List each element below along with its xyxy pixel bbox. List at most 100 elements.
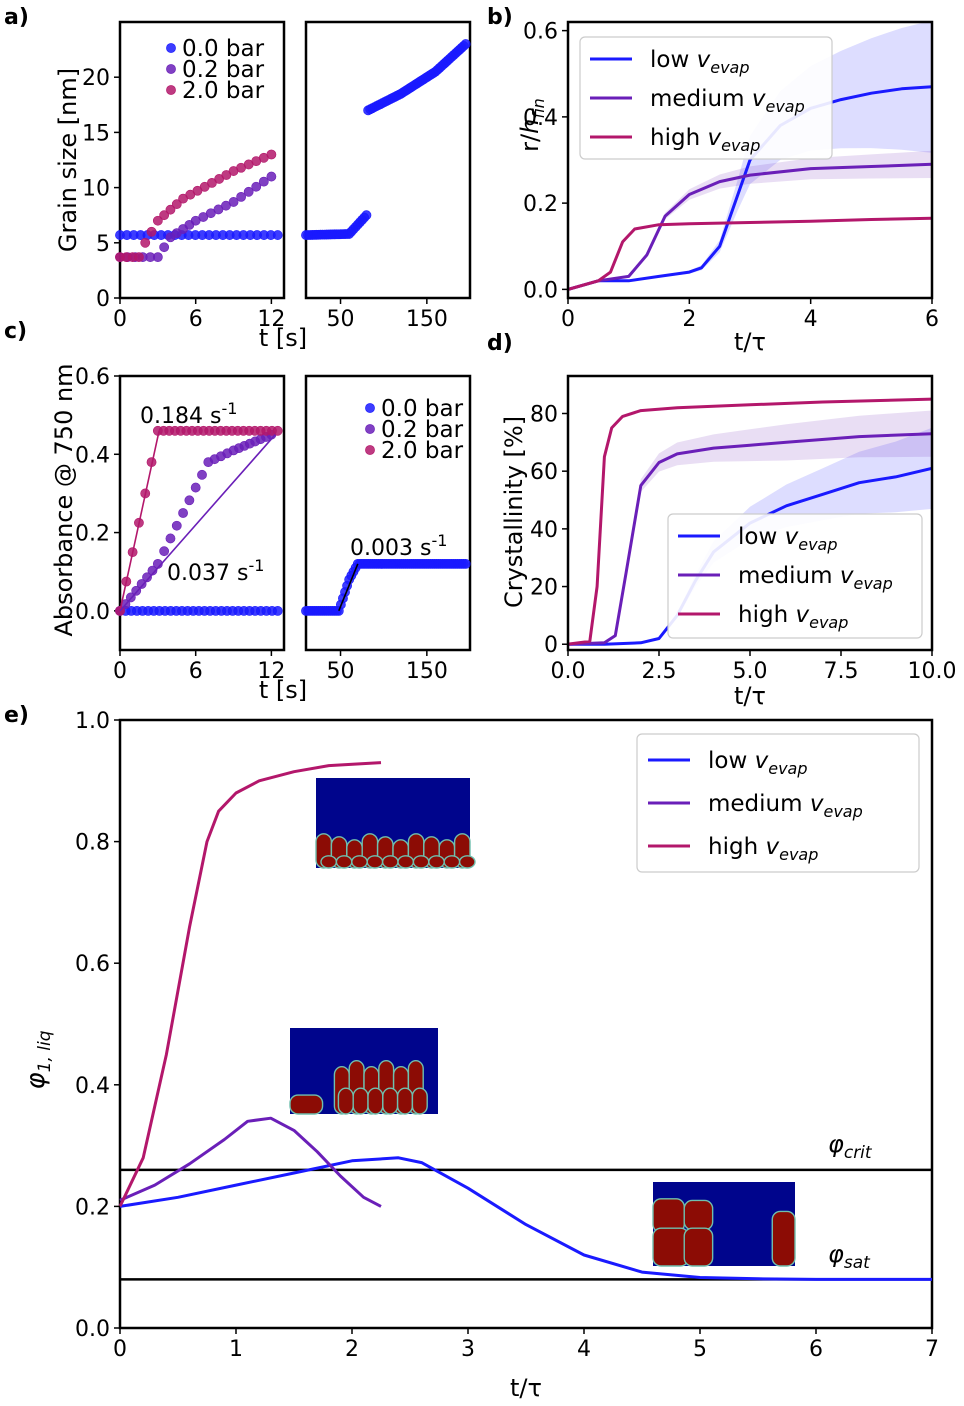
grain	[289, 1094, 324, 1115]
threshold-label: φcrit	[828, 1130, 873, 1163]
legend-marker	[166, 64, 176, 74]
legend-entry-label: medium vevap	[650, 86, 805, 116]
panel-a-xtick-left-label: 12	[257, 307, 285, 332]
legend-v: v	[752, 86, 766, 112]
axis-label-y: Crystallinity [%]	[500, 416, 528, 608]
panel-e-xtick-label: 5	[693, 1337, 707, 1362]
panel-label-c: c)	[4, 319, 27, 344]
legend-sub: evap	[798, 535, 837, 554]
panel-label-d: d)	[487, 331, 513, 356]
panel-c-xtick-left-label: 6	[189, 659, 203, 684]
panel-c-xtick-right-label: 150	[406, 659, 448, 684]
legend-entry-label: low vevap	[708, 748, 808, 778]
point-0.2bar	[236, 191, 247, 202]
panel-c-ytick-label: 0.4	[75, 443, 110, 468]
axis-label-x: t [s]	[259, 676, 307, 704]
point-0.2bar	[178, 508, 188, 518]
legend-text: high	[650, 125, 707, 151]
threshold-label: φsat	[828, 1240, 871, 1273]
panel-c-ytick-label: 0.2	[75, 522, 110, 547]
panel-a-xtick-right-label: 150	[406, 307, 448, 332]
panel-e-ytick-label: 0.2	[75, 1195, 110, 1220]
panel-b-xtick-label: 2	[682, 307, 696, 332]
series-line-medium	[568, 432, 932, 646]
point-0.2bar	[197, 469, 207, 480]
point-2.0bar	[171, 199, 182, 210]
annotation-exponent: -1	[221, 399, 237, 418]
panel-d-ytick-label: 40	[530, 518, 558, 543]
panel-c-xtick-left-label: 0	[113, 659, 127, 684]
panel-c-xtick-right-label: 50	[327, 659, 355, 684]
panel-d-ytick-label: 0	[544, 633, 558, 658]
phi-subscript: 1, liq	[35, 1030, 55, 1072]
legend-v: v	[840, 563, 854, 589]
panel-b-ytick-label: 0.0	[523, 278, 558, 303]
panel-b-axes	[566, 20, 934, 300]
panel-b-xtick-label: 0	[561, 307, 575, 332]
panel-d-ytick-label: 80	[530, 402, 558, 427]
point-2.0bar	[152, 215, 163, 226]
panel-b-ytick-label: 0.4	[523, 106, 558, 131]
point-0.0bar	[272, 230, 283, 240]
point-2.0bar	[159, 210, 170, 221]
legend-v: v	[795, 602, 809, 628]
panel-e-xtick-label: 0	[113, 1337, 127, 1362]
phi-subscript: sat	[844, 1253, 871, 1273]
grain	[771, 1210, 796, 1267]
panel-b-xtick-label: 6	[925, 307, 939, 332]
panel-a-xtick-right-label: 50	[327, 307, 355, 332]
legend-entry-label: medium vevap	[708, 791, 863, 821]
panel-e-ytick-label: 0.4	[75, 1074, 110, 1099]
point-0.2bar	[190, 482, 201, 493]
fit-line	[119, 430, 160, 612]
point-0.0bar	[460, 558, 471, 569]
ylabel-part: fin	[529, 98, 548, 118]
axis-label-x: t/τ	[734, 328, 766, 356]
legend-sub: evap	[765, 97, 804, 116]
panel-e-xtick-label: 3	[461, 1337, 475, 1362]
panel-d-ytick-label: 60	[530, 460, 558, 485]
legend-text: low	[650, 47, 697, 73]
grain	[351, 855, 368, 869]
point-0.2bar	[184, 495, 195, 506]
annotation-exponent: -1	[431, 531, 447, 550]
grain	[335, 855, 353, 869]
axis-label-x: t [s]	[259, 324, 307, 352]
legend-v: v	[810, 791, 824, 817]
annotation-value: 0.184 s	[140, 404, 221, 429]
panel-d-ytick-label: 20	[530, 576, 558, 601]
axis-label-x: t/τ	[734, 682, 766, 710]
grain	[683, 1199, 714, 1231]
panel-b-ytick-label: 0.2	[523, 192, 558, 217]
panel-label-e: e)	[4, 703, 29, 728]
legend-entry-label: low vevap	[738, 524, 838, 554]
confidence-band	[568, 410, 932, 645]
panel-b-xtick-label: 4	[804, 307, 818, 332]
panel-a-ytick-label: 15	[82, 121, 110, 146]
grain	[320, 855, 338, 869]
axis-label-y: Grain size [nm]	[54, 68, 82, 252]
point-0.2bar	[171, 520, 182, 531]
panel-a-xtick-left-label: 6	[189, 307, 203, 332]
series-line-high	[568, 216, 932, 291]
simulation-inset	[652, 1182, 796, 1267]
legend-text: medium	[708, 791, 810, 817]
panel-d-xtick-label: 2.5	[642, 659, 677, 684]
panel-a-ytick-label: 20	[82, 66, 110, 91]
point-0.2bar	[152, 252, 163, 263]
panel-e-axes	[118, 718, 934, 1330]
point-0.2bar	[258, 176, 269, 187]
panel-c-ytick-label: 0.6	[75, 365, 110, 390]
legend-marker	[365, 424, 375, 434]
point-2.0bar	[140, 237, 151, 248]
phi-symbol: φ	[828, 1240, 844, 1268]
legend-entry-label: high vevap	[650, 125, 760, 155]
legend-label: 0.0 bar	[381, 396, 464, 422]
legend-text: medium	[738, 563, 840, 589]
annotation-exponent: -1	[248, 556, 264, 575]
grain	[396, 1087, 414, 1115]
point-0.2bar	[165, 533, 176, 544]
legend-entry-label: high vevap	[738, 602, 848, 632]
panel-e-ytick-label: 1.0	[75, 709, 110, 734]
legend-sub: evap	[779, 845, 818, 864]
